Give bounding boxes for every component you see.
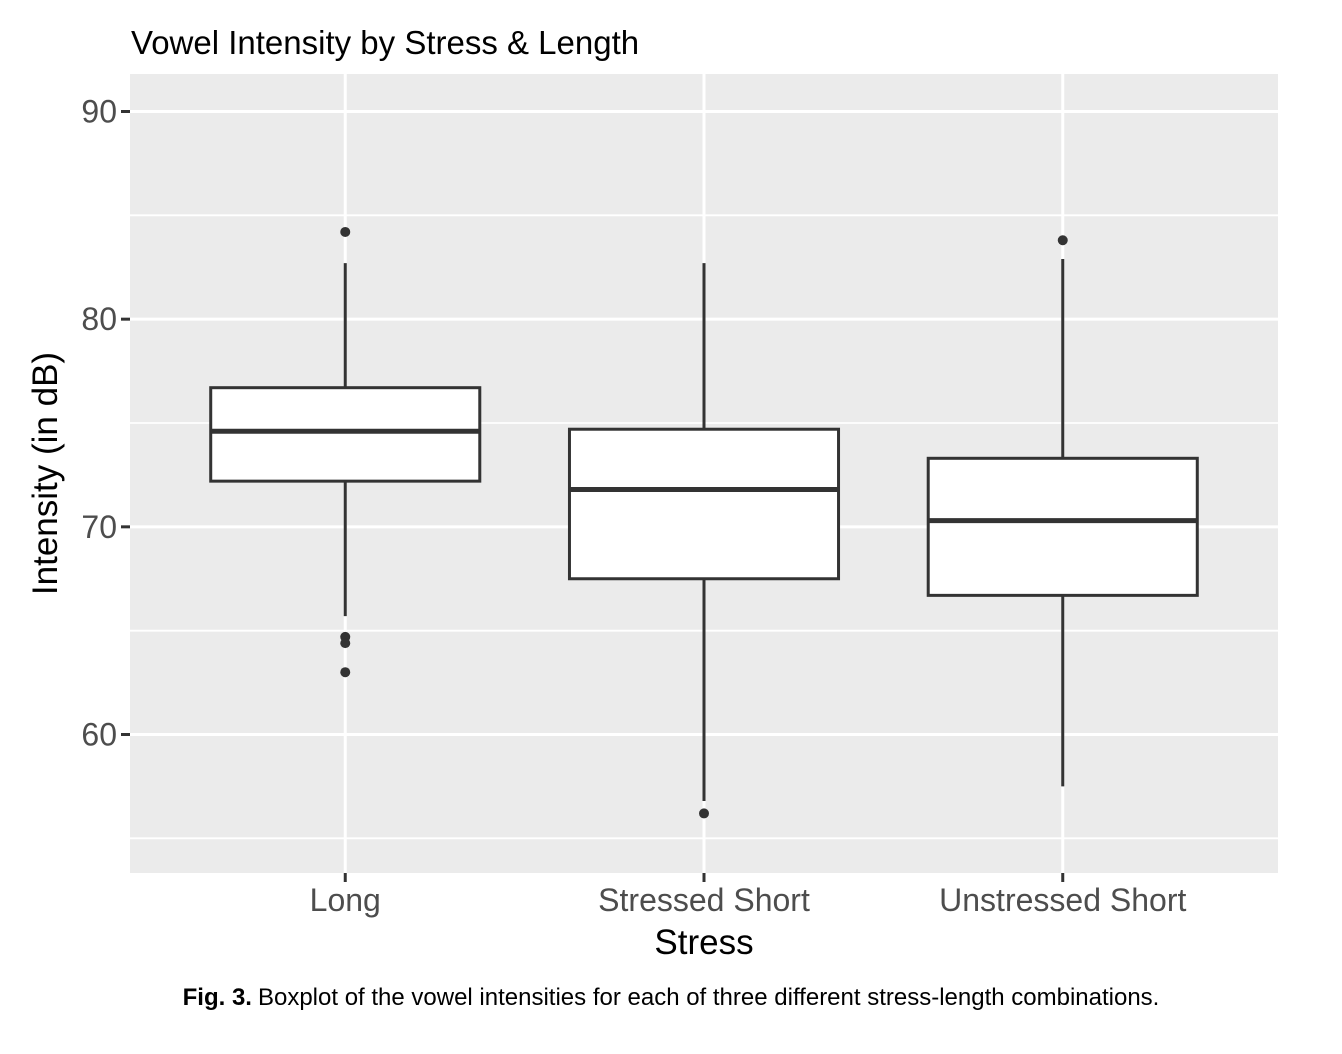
boxplot-box [209,386,482,483]
y-tick-label: 90 [81,94,117,130]
x-tick-label: Stressed Short [598,882,810,918]
outlier-point [340,667,351,678]
outlier-point [1057,235,1068,246]
y-tick-label: 80 [81,301,117,337]
boxplot-box [567,427,841,581]
caption-label: Fig. 3. [182,984,252,1011]
figure-caption: Fig. 3. Boxplot of the vowel intensities … [0,984,1342,1012]
x-tick-label: Unstressed Short [939,882,1186,918]
x-axis-title: Stress [654,923,753,962]
boxplot-box [926,456,1199,597]
y-tick-label: 70 [81,509,117,545]
outlier-point [340,638,351,649]
y-tick-label: 60 [81,717,117,753]
outlier-point [340,226,351,237]
y-axis-title: Intensity (in dB) [26,352,65,595]
outlier-point [699,808,709,819]
caption-text: Boxplot of the vowel intensities for eac… [257,984,1160,1011]
x-tick-label: Long [310,882,381,918]
chart-title: Vowel Intensity by Stress & Length [131,24,639,61]
